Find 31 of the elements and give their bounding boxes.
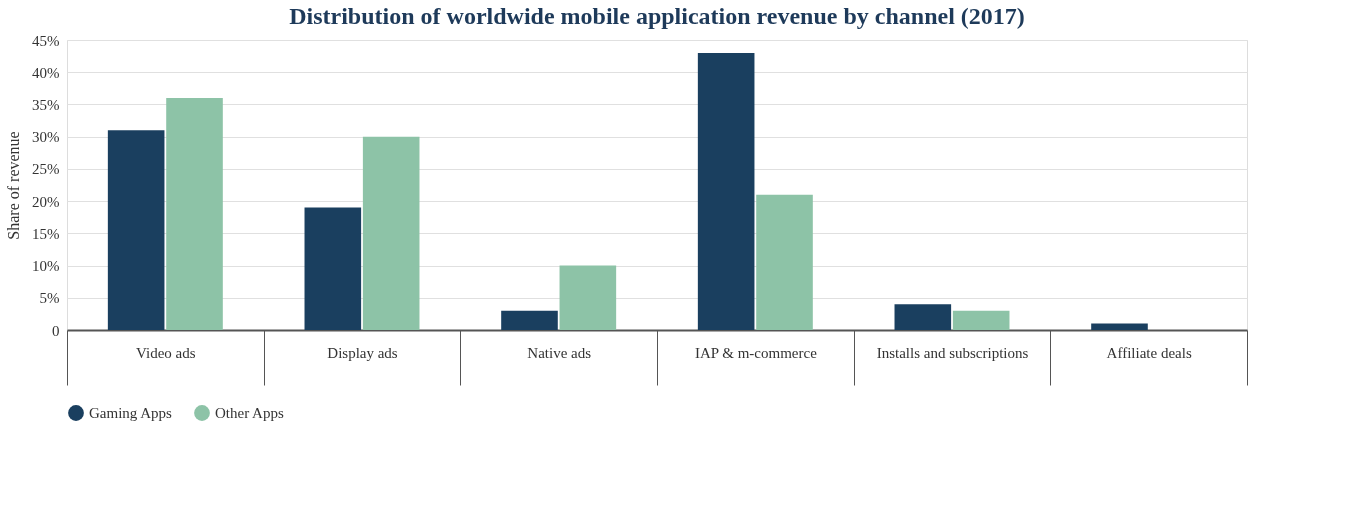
bar [756,194,813,330]
bar [501,310,558,330]
bar [1091,323,1148,330]
legend-label: Other Apps [215,405,284,421]
x-tick-label: Display ads [327,344,398,361]
y-tick-label: 0 [52,322,60,339]
bar [107,130,165,330]
y-tick-label: 40% [32,64,60,81]
chart-title: Distribution of worldwide mobile application revenue by channel (2017) [289,3,1025,29]
bar [166,98,223,330]
y-tick-label: 30% [32,129,60,146]
y-tick-label: 15% [32,225,60,242]
y-tick-label: 25% [32,161,60,178]
legend-label: Gaming Apps [89,405,173,421]
x-tick-label: IAP & m-commerce [694,344,818,361]
x-tick-label: Video ads [136,344,196,361]
y-tick-label: 5% [39,290,60,307]
x-tick-label: Native ads [527,344,592,361]
y-tick-label: 10% [32,258,60,275]
y-axis-title: Share of revenue [5,131,22,240]
bar [952,310,1010,330]
y-tick-label: 45% [32,32,60,49]
y-tick-label: 35% [32,96,60,113]
bar [362,136,420,330]
x-tick-label: Installs and subscriptions [876,344,1029,361]
y-tick-label: 20% [32,193,60,210]
x-tick-label: Affiliate deals [1106,344,1192,361]
bar [894,304,952,330]
bar [304,207,362,330]
bar [697,52,755,330]
bar [559,265,617,330]
